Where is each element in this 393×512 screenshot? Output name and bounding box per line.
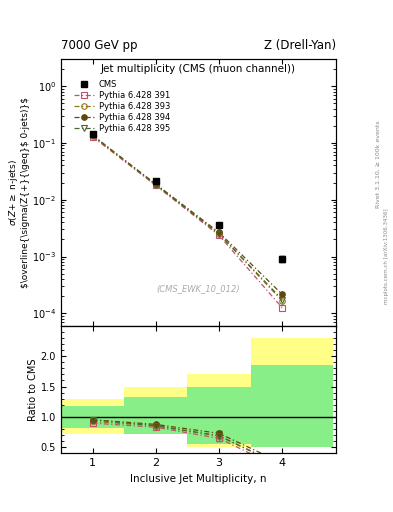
Text: mcplots.cern.ch [arXiv:1306.3436]: mcplots.cern.ch [arXiv:1306.3436] — [384, 208, 389, 304]
Pythia 6.428 395 — [90, 132, 95, 138]
X-axis label: Inclusive Jet Multiplicity, n: Inclusive Jet Multiplicity, n — [130, 474, 267, 483]
Pythia 6.428 395 — [280, 296, 285, 303]
Text: Z (Drell-Yan): Z (Drell-Yan) — [264, 39, 336, 52]
Line: Pythia 6.428 395: Pythia 6.428 395 — [90, 133, 285, 302]
Pythia 6.428 394 — [153, 181, 158, 187]
Pythia 6.428 395 — [217, 231, 221, 237]
Y-axis label: $\sigma(Z{+}{\geq}$ n-jets)
$\overline{\sigma(Z{+}{\geq}$ 0-jets)}$: $\sigma(Z{+}{\geq}$ n-jets) $\overline{\… — [7, 97, 31, 288]
Pythia 6.428 394 — [217, 229, 221, 236]
Pythia 6.428 394 — [280, 291, 285, 297]
Text: 7000 GeV pp: 7000 GeV pp — [61, 39, 138, 52]
Pythia 6.428 393 — [153, 182, 158, 188]
Text: Jet multiplicity (CMS (muon channel)): Jet multiplicity (CMS (muon channel)) — [101, 64, 296, 74]
Line: Pythia 6.428 394: Pythia 6.428 394 — [90, 133, 285, 297]
Pythia 6.428 394 — [90, 132, 95, 138]
Pythia 6.428 391 — [90, 134, 95, 140]
Line: Pythia 6.428 393: Pythia 6.428 393 — [90, 133, 285, 304]
Text: Rivet 3.1.10, ≥ 100k events: Rivet 3.1.10, ≥ 100k events — [376, 120, 380, 208]
Pythia 6.428 395 — [153, 182, 158, 188]
Pythia 6.428 391 — [153, 182, 158, 188]
Text: (CMS_EWK_10_012): (CMS_EWK_10_012) — [157, 284, 240, 293]
Y-axis label: Ratio to CMS: Ratio to CMS — [28, 358, 38, 421]
Pythia 6.428 391 — [280, 305, 285, 311]
Pythia 6.428 393 — [217, 231, 221, 237]
Legend: CMS, Pythia 6.428 391, Pythia 6.428 393, Pythia 6.428 394, Pythia 6.428 395: CMS, Pythia 6.428 391, Pythia 6.428 393,… — [71, 76, 174, 136]
Pythia 6.428 393 — [90, 133, 95, 139]
Line: Pythia 6.428 391: Pythia 6.428 391 — [90, 134, 285, 311]
Pythia 6.428 391 — [217, 232, 221, 239]
Pythia 6.428 393 — [280, 298, 285, 304]
